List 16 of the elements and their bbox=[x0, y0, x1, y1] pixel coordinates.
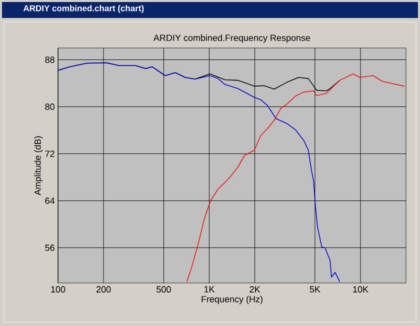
x-tick-label: 1K bbox=[204, 286, 215, 292]
y-tick-label: 64 bbox=[45, 198, 55, 204]
x-axis-title: Frequency (Hz) bbox=[202, 296, 262, 304]
x-tick-label: 500 bbox=[156, 286, 171, 293]
y-tick-label: 80 bbox=[45, 104, 54, 110]
y-axis-title: Amplitude (dB) bbox=[34, 136, 43, 196]
y-tick-label: 72 bbox=[45, 150, 54, 157]
x-tick-label: 200 bbox=[96, 286, 111, 293]
x-tick-label: 2K bbox=[250, 286, 260, 292]
y-tick-label: 88 bbox=[45, 56, 54, 63]
x-tick-label: 5K bbox=[310, 286, 320, 292]
x-tick-label: 100 bbox=[51, 286, 66, 293]
x-tick-label: 10K bbox=[353, 286, 368, 293]
chart-title: ARDIY combined.Frequency Response bbox=[153, 34, 310, 43]
y-tick-label: 56 bbox=[45, 244, 54, 251]
text: ARDIY combined.chart (chart) bbox=[23, 5, 144, 13]
